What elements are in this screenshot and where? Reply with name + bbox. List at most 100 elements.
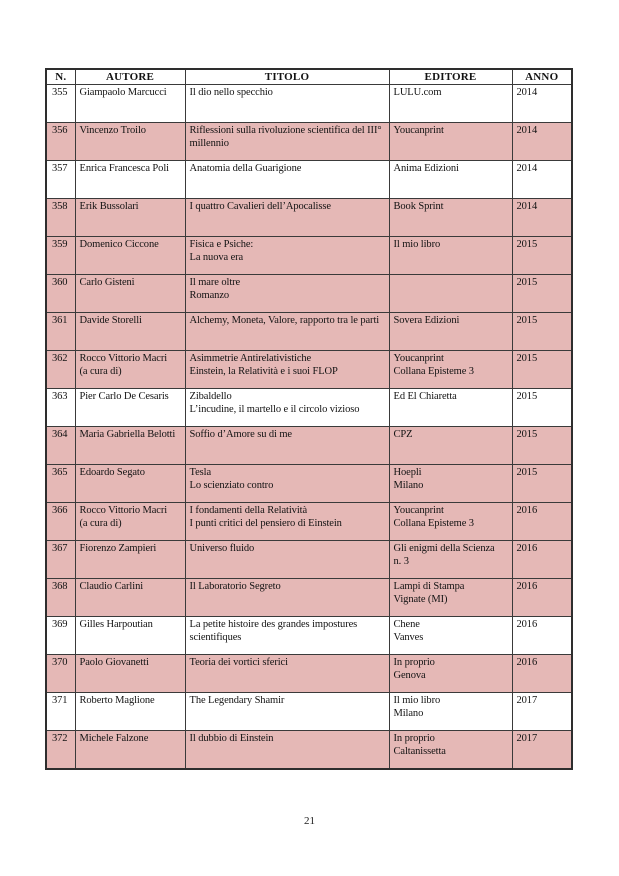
cell-title: Il Laboratorio Segreto <box>184 578 390 617</box>
cell-year: 2017 <box>511 692 573 731</box>
table-row: 372 Michele Falzone Il dubbio di Einstei… <box>45 730 573 769</box>
cell-publisher: Chene Vanves <box>388 616 513 655</box>
col-header-n: N. <box>45 68 76 85</box>
table-row: 370 Paolo Giovanetti Teoria dei vortici … <box>45 654 573 693</box>
cell-author: Roberto Maglione <box>74 692 186 731</box>
cell-title: Anatomia della Guarigione <box>184 160 390 199</box>
cell-year: 2015 <box>511 274 573 313</box>
cell-author: Michele Falzone <box>74 730 186 769</box>
cell-title: Universo fluido <box>184 540 390 579</box>
cell-publisher: Lampi di Stampa Vignate (MI) <box>388 578 513 617</box>
table-row: 367 Fiorenzo Zampieri Universo fluido Gl… <box>45 540 573 579</box>
table-row: 366 Rocco Vittorio Macri (a cura di) I f… <box>45 502 573 541</box>
cell-year: 2016 <box>511 616 573 655</box>
cell-publisher: In proprio Caltanissetta <box>388 730 513 769</box>
table-header: N. AUTORE TITOLO EDITORE ANNO <box>45 68 573 85</box>
cell-author: Maria Gabriella Belotti <box>74 426 186 465</box>
cell-number: 355 <box>45 84 76 123</box>
cell-title: Il dubbio di Einstein <box>184 730 390 769</box>
bibliography-table: N. AUTORE TITOLO EDITORE ANNO 355 Giampa… <box>45 68 573 770</box>
col-header-autore: AUTORE <box>74 68 186 85</box>
cell-title: Il mare oltre Romanzo <box>184 274 390 313</box>
cell-publisher: Youcanprint <box>388 122 513 161</box>
cell-title: Soffio d’Amore su di me <box>184 426 390 465</box>
cell-year: 2016 <box>511 578 573 617</box>
table-row: 363 Pier Carlo De Cesaris Zibaldello L’i… <box>45 388 573 427</box>
cell-author: Vincenzo Troilo <box>74 122 186 161</box>
cell-year: 2016 <box>511 540 573 579</box>
cell-title: I quattro Cavalieri dell’Apocalisse <box>184 198 390 237</box>
cell-number: 358 <box>45 198 76 237</box>
table-row: 368 Claudio Carlini Il Laboratorio Segre… <box>45 578 573 617</box>
cell-publisher: Anima Edizioni <box>388 160 513 199</box>
cell-author: Domenico Ciccone <box>74 236 186 275</box>
cell-publisher <box>388 274 513 313</box>
cell-year: 2015 <box>511 464 573 503</box>
col-header-editore: EDITORE <box>388 68 513 85</box>
cell-title: Fisica e Psiche: La nuova era <box>184 236 390 275</box>
cell-number: 361 <box>45 312 76 351</box>
cell-publisher: LULU.com <box>388 84 513 123</box>
cell-publisher: In proprio Genova <box>388 654 513 693</box>
cell-publisher: Sovera Edizioni <box>388 312 513 351</box>
cell-author: Edoardo Segato <box>74 464 186 503</box>
cell-year: 2015 <box>511 388 573 427</box>
cell-author: Enrica Francesca Poli <box>74 160 186 199</box>
cell-year: 2017 <box>511 730 573 769</box>
cell-year: 2014 <box>511 160 573 199</box>
cell-author: Rocco Vittorio Macri (a cura di) <box>74 350 186 389</box>
cell-author: Erik Bussolari <box>74 198 186 237</box>
cell-year: 2015 <box>511 312 573 351</box>
table-row: 369 Gilles Harpoutian La petite histoire… <box>45 616 573 655</box>
cell-number: 362 <box>45 350 76 389</box>
cell-publisher: Il mio libro <box>388 236 513 275</box>
table-row: 358 Erik Bussolari I quattro Cavalieri d… <box>45 198 573 237</box>
cell-publisher: Youcanprint Collana Episteme 3 <box>388 350 513 389</box>
table-row: 362 Rocco Vittorio Macri (a cura di) Asi… <box>45 350 573 389</box>
cell-author: Pier Carlo De Cesaris <box>74 388 186 427</box>
col-header-anno: ANNO <box>511 68 573 85</box>
cell-publisher: Ed El Chiaretta <box>388 388 513 427</box>
cell-number: 363 <box>45 388 76 427</box>
cell-number: 367 <box>45 540 76 579</box>
cell-publisher: Hoepli Milano <box>388 464 513 503</box>
cell-year: 2016 <box>511 654 573 693</box>
table-row: 357 Enrica Francesca Poli Anatomia della… <box>45 160 573 199</box>
cell-number: 369 <box>45 616 76 655</box>
cell-author: Claudio Carlini <box>74 578 186 617</box>
cell-author: Paolo Giovanetti <box>74 654 186 693</box>
cell-author: Rocco Vittorio Macri (a cura di) <box>74 502 186 541</box>
cell-title: I fondamenti della Relatività I punti cr… <box>184 502 390 541</box>
cell-title: Tesla Lo scienziato contro <box>184 464 390 503</box>
cell-title: Alchemy, Moneta, Valore, rapporto tra le… <box>184 312 390 351</box>
cell-year: 2014 <box>511 198 573 237</box>
cell-year: 2016 <box>511 502 573 541</box>
table-body: 355 Giampaolo Marcucci Il dio nello spec… <box>45 84 573 769</box>
cell-publisher: Book Sprint <box>388 198 513 237</box>
cell-author: Giampaolo Marcucci <box>74 84 186 123</box>
cell-author: Fiorenzo Zampieri <box>74 540 186 579</box>
cell-publisher: Il mio libro Milano <box>388 692 513 731</box>
cell-number: 366 <box>45 502 76 541</box>
cell-title: The Legendary Shamir <box>184 692 390 731</box>
table-row: 364 Maria Gabriella Belotti Soffio d’Amo… <box>45 426 573 465</box>
cell-title: Zibaldello L’incudine, il martello e il … <box>184 388 390 427</box>
table-row: 361 Davide Storelli Alchemy, Moneta, Val… <box>45 312 573 351</box>
cell-number: 356 <box>45 122 76 161</box>
header-row: N. AUTORE TITOLO EDITORE ANNO <box>45 68 573 85</box>
cell-number: 368 <box>45 578 76 617</box>
cell-number: 359 <box>45 236 76 275</box>
col-header-titolo: TITOLO <box>184 68 390 85</box>
cell-title: Asimmetrie Antirelativistiche Einstein, … <box>184 350 390 389</box>
cell-title: Teoria dei vortici sferici <box>184 654 390 693</box>
cell-title: Il dio nello specchio <box>184 84 390 123</box>
cell-number: 357 <box>45 160 76 199</box>
cell-year: 2015 <box>511 350 573 389</box>
cell-year: 2015 <box>511 236 573 275</box>
cell-number: 360 <box>45 274 76 313</box>
table-row: 371 Roberto Maglione The Legendary Shami… <box>45 692 573 731</box>
table-row: 356 Vincenzo Troilo Riflessioni sulla ri… <box>45 122 573 161</box>
cell-publisher: CPZ <box>388 426 513 465</box>
cell-author: Gilles Harpoutian <box>74 616 186 655</box>
